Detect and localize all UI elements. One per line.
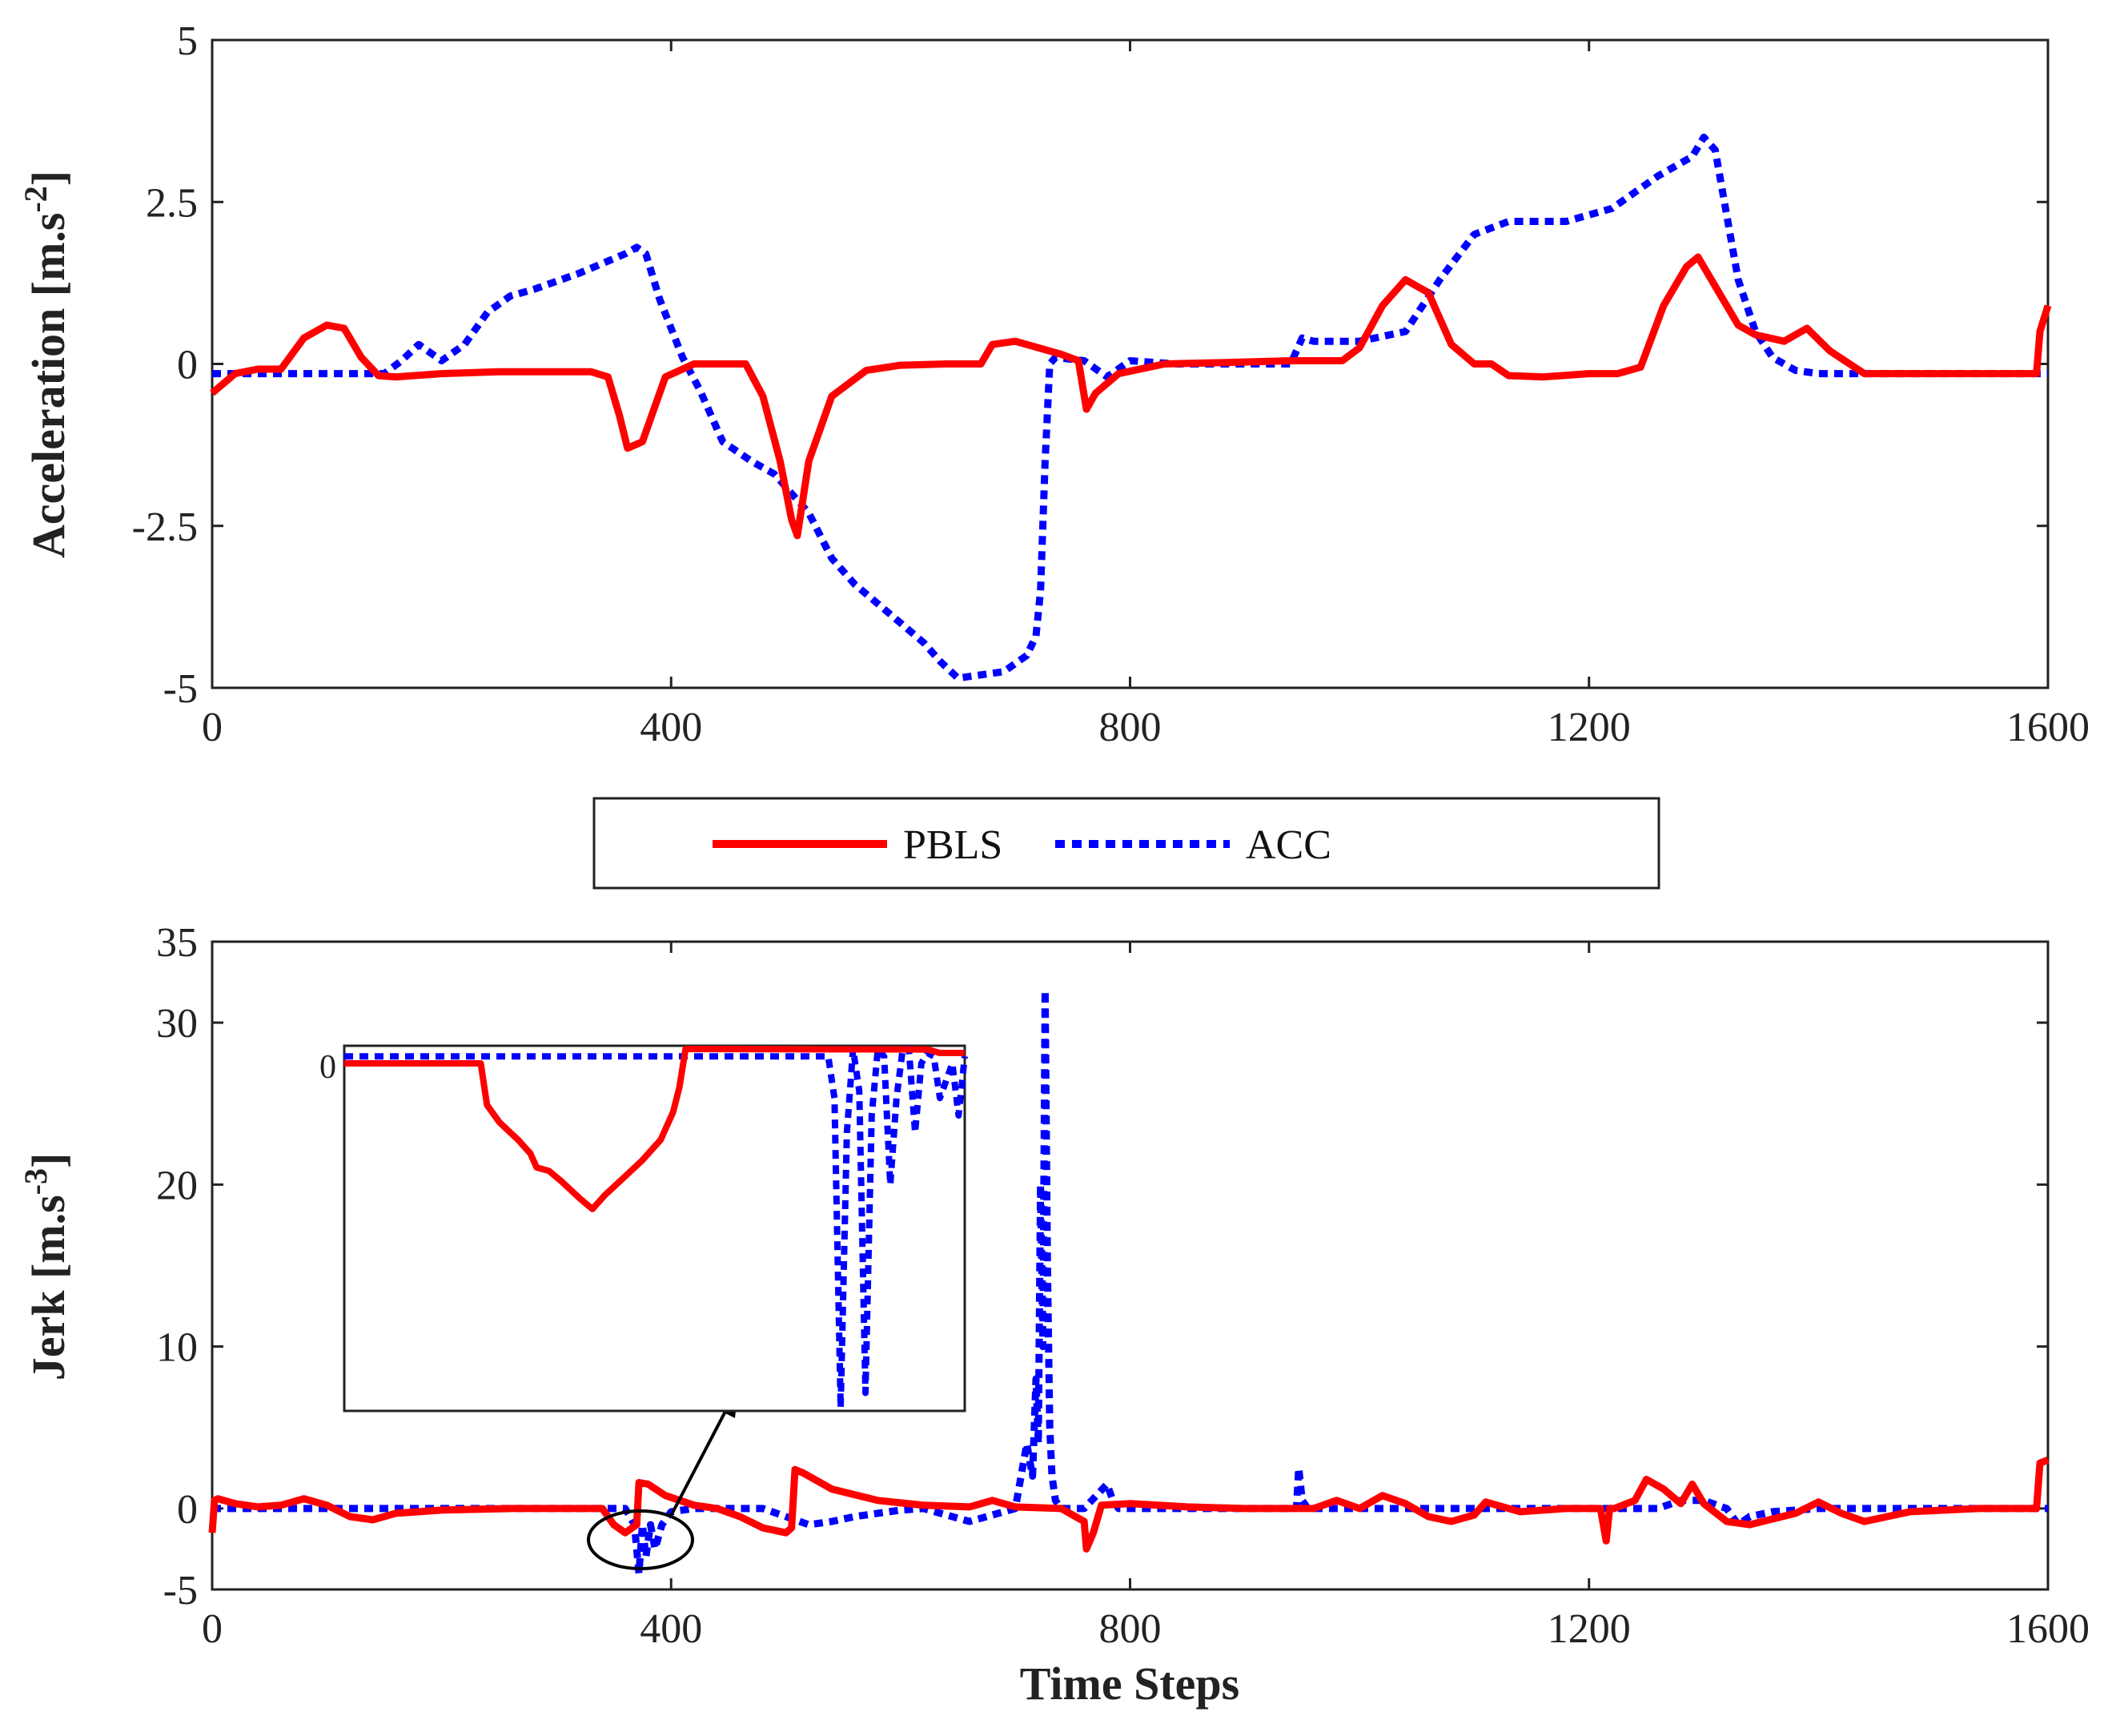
y-tick-label: 35 — [156, 920, 198, 966]
inset-chart: 0 — [319, 1044, 968, 1413]
y-tick-label: 30 — [156, 1001, 198, 1047]
inset-series-line-acc — [344, 1046, 968, 1411]
acceleration-ylabel-sup: -2 — [18, 186, 54, 212]
series-line-pbls — [210, 253, 2052, 540]
series-line-pbls — [208, 1457, 2050, 1553]
series-line-acc — [212, 987, 2048, 1577]
y-tick-label: 5 — [177, 18, 198, 64]
legend-pbls-label: PBLS — [903, 822, 1002, 868]
x-tick-label: 1200 — [1548, 705, 1631, 750]
y-tick-label: 2.5 — [146, 180, 198, 226]
y-tick-label: 0 — [177, 1487, 198, 1533]
y-tick-label: 20 — [156, 1163, 198, 1208]
legend-acc-label: ACC — [1246, 822, 1331, 868]
jerk-series — [208, 987, 2050, 1577]
zoom-ellipse — [587, 1509, 694, 1570]
acceleration-ticks: 0 400 800 1200 1600 -5 -2.5 0 2.5 5 — [132, 18, 2090, 750]
jerk-ylabel-end: ] — [22, 1153, 74, 1168]
inset-series — [344, 1046, 968, 1411]
acceleration-chart: 0 400 800 1200 1600 -5 -2.5 0 2.5 5 Acceleration … — [18, 18, 2090, 750]
x-tick-label: 800 — [1099, 1606, 1162, 1652]
acceleration-ylabel-end: ] — [22, 171, 74, 186]
jerk-x-axis-label: Time Steps — [1020, 1658, 1239, 1710]
x-tick-label: 1200 — [1548, 1606, 1631, 1652]
x-tick-label: 400 — [640, 705, 702, 750]
y-tick-label: -5 — [163, 1568, 198, 1613]
svg-text:Jerk [m.s-3]: Jerk [m.s-3] — [18, 1153, 75, 1381]
acceleration-ylabel-main: Acceleration [m.s — [22, 213, 74, 559]
x-tick-label: 0 — [202, 1606, 223, 1652]
x-tick-label: 1600 — [2006, 1606, 2090, 1652]
svg-text:Acceleration [m.s-2]: Acceleration [m.s-2] — [18, 171, 75, 558]
x-tick-label: 800 — [1099, 705, 1162, 750]
jerk-ylabel-sup: -3 — [18, 1168, 54, 1195]
zoom-arrow — [669, 1404, 730, 1517]
series-line-acc — [212, 133, 2048, 682]
x-tick-label: 400 — [640, 1606, 702, 1652]
inset-y-tick-label: 0 — [319, 1049, 336, 1086]
y-tick-label: 10 — [156, 1325, 198, 1371]
y-tick-label: 0 — [177, 343, 198, 388]
x-tick-label: 0 — [202, 705, 223, 750]
y-tick-label: -5 — [163, 666, 198, 712]
inset-series-line-pbls — [344, 1046, 965, 1212]
acceleration-series — [210, 133, 2052, 682]
acceleration-y-axis-label: Acceleration [m.s-2] — [18, 171, 75, 558]
jerk-y-axis-label: Jerk [m.s-3] — [18, 1153, 75, 1381]
y-tick-label: -2.5 — [132, 504, 198, 550]
jerk-ylabel-main: Jerk [m.s — [22, 1195, 74, 1380]
legend: PBLS ACC — [592, 797, 1660, 890]
x-tick-label: 1600 — [2006, 705, 2090, 750]
